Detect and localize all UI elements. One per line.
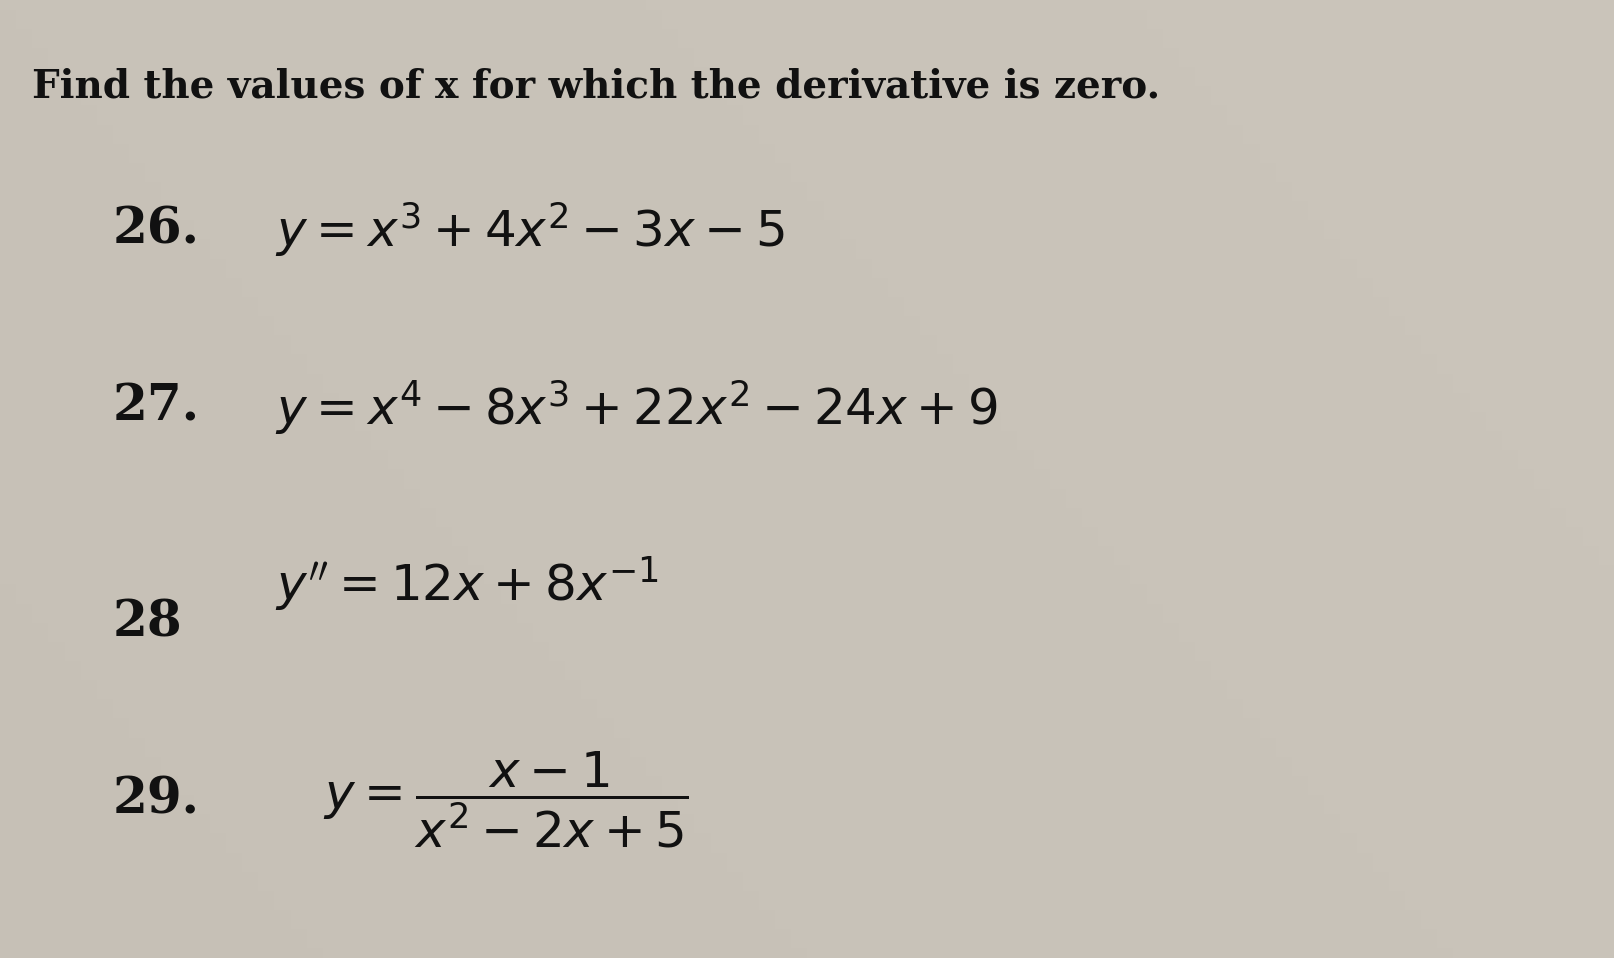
Text: 29.: 29. bbox=[113, 775, 200, 825]
Text: 27.: 27. bbox=[113, 382, 200, 432]
Text: $y = x^4 - 8x^3 + 22x^2 - 24x + 9$: $y = x^4 - 8x^3 + 22x^2 - 24x + 9$ bbox=[274, 377, 997, 437]
Text: 26.: 26. bbox=[113, 205, 200, 255]
Text: $y = \dfrac{x - 1}{x^2 - 2x + 5}$: $y = \dfrac{x - 1}{x^2 - 2x + 5}$ bbox=[323, 750, 688, 850]
Text: $y'' = 12x + 8x^{-1}$: $y'' = 12x + 8x^{-1}$ bbox=[274, 555, 659, 614]
Text: $y = x^3 + 4x^2 - 3x - 5$: $y = x^3 + 4x^2 - 3x - 5$ bbox=[274, 200, 784, 260]
Text: Find the values of x for which the derivative is zero.: Find the values of x for which the deriv… bbox=[32, 67, 1160, 105]
Text: 28: 28 bbox=[113, 598, 182, 648]
